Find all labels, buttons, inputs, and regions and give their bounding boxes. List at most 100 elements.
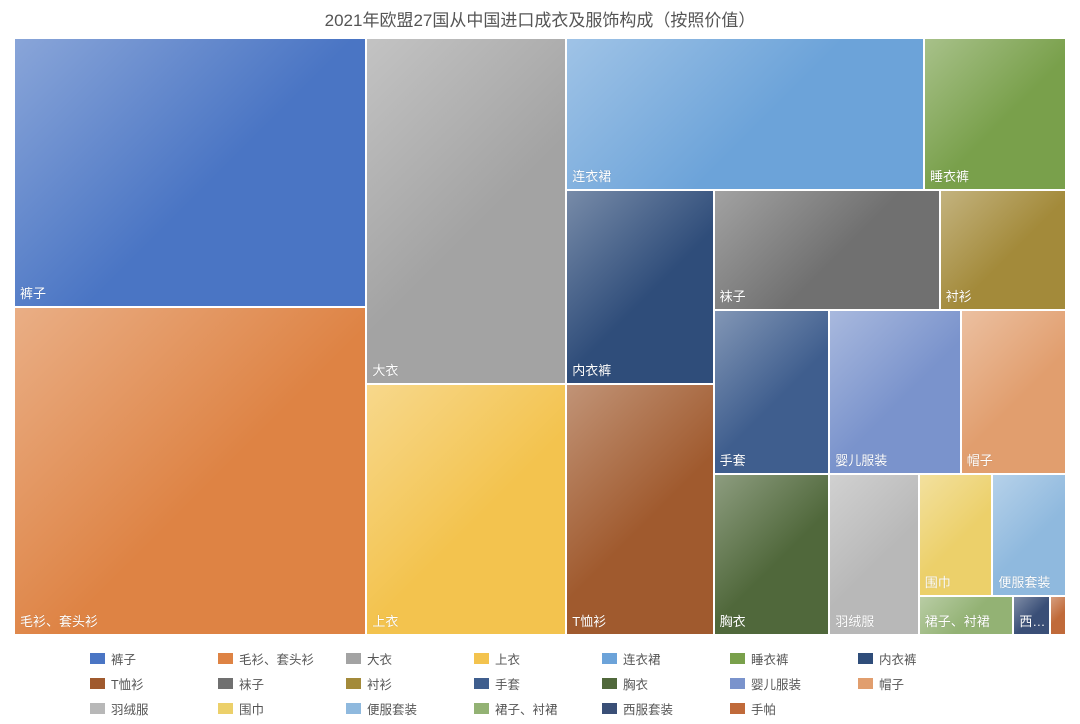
legend-item[interactable]: 手帕	[730, 699, 858, 718]
legend-item[interactable]: 毛衫、套头衫	[218, 649, 346, 668]
legend-label: 手套	[495, 674, 520, 693]
legend-swatch	[858, 678, 873, 689]
treemap-tile-label: 衬衫	[946, 286, 972, 305]
treemap-tile[interactable]: 围巾	[919, 474, 993, 596]
legend-row: 羽绒服 围巾 便服套装 裙子、衬裙 西服套装 手帕	[90, 699, 990, 724]
legend-swatch	[730, 653, 745, 664]
treemap-tile-label: 睡衣裤	[930, 166, 969, 185]
legend-swatch	[218, 653, 233, 664]
treemap-tile[interactable]: 毛衫、套头衫	[14, 307, 366, 635]
treemap-tile-label: 西…	[1019, 611, 1045, 630]
legend-swatch	[730, 678, 745, 689]
treemap-tile[interactable]: 大衣	[366, 38, 566, 384]
treemap-tile[interactable]: 袜子	[714, 190, 940, 309]
treemap-tile[interactable]: T恤衫	[566, 384, 713, 635]
legend-item[interactable]: 睡衣裤	[730, 649, 858, 668]
treemap-tile[interactable]: 裤子	[14, 38, 366, 307]
treemap-tile-label: 手套	[720, 450, 746, 469]
legend-item[interactable]: 连衣裙	[602, 649, 730, 668]
treemap-tile[interactable]: 裙子、衬裙	[919, 596, 1014, 635]
legend-item[interactable]: 手套	[474, 674, 602, 693]
page-root: 2021年欧盟27国从中国进口成衣及服饰构成（按照价值） 裤子毛衫、套头衫大衣上…	[0, 0, 1080, 721]
treemap-tile[interactable]: 西…	[1013, 596, 1050, 635]
treemap-tile-label: 袜子	[720, 286, 746, 305]
legend-item[interactable]: T恤衫	[90, 674, 218, 693]
legend-item[interactable]: 内衣裤	[858, 649, 986, 668]
legend-label: 上衣	[495, 649, 520, 668]
legend-swatch	[346, 703, 361, 714]
legend-swatch	[730, 703, 745, 714]
legend-swatch	[602, 653, 617, 664]
legend-swatch	[602, 678, 617, 689]
treemap-tile-label: 围巾	[925, 572, 951, 591]
legend-item[interactable]: 围巾	[218, 699, 346, 718]
legend-item[interactable]: 西服套装	[602, 699, 730, 718]
legend-label: 裙子、衬裙	[495, 699, 558, 718]
treemap-chart: 裤子毛衫、套头衫 大衣上衣 连衣裙 睡衣裤内衣裤 T恤衫 袜子 衬衫手套 婴儿服装 帽子胸衣 羽绒…	[14, 38, 1066, 635]
legend-row: T恤衫 袜子 衬衫 手套 胸衣 婴儿服装 帽子	[90, 674, 990, 699]
chart-title: 2021年欧盟27国从中国进口成衣及服饰构成（按照价值）	[14, 8, 1066, 34]
legend-swatch	[858, 653, 873, 664]
legend-label: 裤子	[111, 649, 136, 668]
treemap-tile[interactable]: 睡衣裤	[924, 38, 1066, 190]
legend-item[interactable]: 婴儿服装	[730, 674, 858, 693]
legend-item[interactable]: 胸衣	[602, 674, 730, 693]
legend-label: 内衣裤	[879, 649, 917, 668]
legend-label: 连衣裙	[623, 649, 661, 668]
treemap-tile[interactable]: 上衣	[366, 384, 566, 635]
legend-row: 裤子 毛衫、套头衫 大衣 上衣 连衣裙 睡衣裤 内衣裤	[90, 649, 990, 674]
legend-label: 羽绒服	[111, 699, 149, 718]
legend-item[interactable]: 帽子	[858, 674, 986, 693]
legend-label: 睡衣裤	[751, 649, 789, 668]
legend-label: 帽子	[879, 674, 904, 693]
treemap-tile-label: 便服套装	[998, 572, 1050, 591]
treemap-tile-label: 内衣裤	[572, 360, 611, 379]
legend-label: 围巾	[239, 699, 264, 718]
treemap-tile[interactable]: 胸衣	[714, 474, 830, 635]
treemap-tile[interactable]: 婴儿服装	[829, 310, 961, 474]
legend-item[interactable]: 便服套装	[346, 699, 474, 718]
treemap-tile[interactable]: 便服套装	[992, 474, 1066, 596]
legend-label: 西服套装	[623, 699, 673, 718]
legend-item[interactable]: 大衣	[346, 649, 474, 668]
treemap-tile[interactable]: 衬衫	[940, 190, 1066, 309]
treemap-tile[interactable]: 手套	[714, 310, 830, 474]
legend-swatch	[346, 653, 361, 664]
treemap-tile[interactable]	[1050, 596, 1066, 635]
legend-item[interactable]: 衬衫	[346, 674, 474, 693]
treemap-tile-label: 裤子	[20, 283, 46, 302]
legend-label: 毛衫、套头衫	[239, 649, 314, 668]
treemap-tile-label: 大衣	[372, 360, 398, 379]
legend-item[interactable]: 裙子、衬裙	[474, 699, 602, 718]
legend-label: 大衣	[367, 649, 392, 668]
legend-swatch	[474, 653, 489, 664]
treemap-tile-label: T恤衫	[572, 611, 606, 630]
legend-swatch	[90, 653, 105, 664]
legend-label: 手帕	[751, 699, 776, 718]
legend-swatch	[474, 678, 489, 689]
legend-swatch	[90, 703, 105, 714]
legend-swatch	[474, 703, 489, 714]
treemap-tile[interactable]: 帽子	[961, 310, 1066, 474]
treemap-tile-label: 连衣裙	[572, 166, 611, 185]
treemap-tile[interactable]: 内衣裤	[566, 190, 713, 384]
treemap-tile-label: 婴儿服装	[835, 450, 887, 469]
legend-item[interactable]: 羽绒服	[90, 699, 218, 718]
legend-swatch	[218, 678, 233, 689]
treemap-tile-label: 毛衫、套头衫	[20, 611, 98, 630]
legend-item[interactable]: 袜子	[218, 674, 346, 693]
legend-label: T恤衫	[111, 674, 144, 693]
treemap-tile-label: 帽子	[967, 450, 993, 469]
treemap-tile-label: 裙子、衬裙	[925, 611, 990, 630]
legend-label: 衬衫	[367, 674, 392, 693]
treemap-tile-label: 胸衣	[720, 611, 746, 630]
legend-label: 婴儿服装	[751, 674, 801, 693]
treemap-tile[interactable]: 羽绒服	[829, 474, 918, 635]
legend-item[interactable]: 上衣	[474, 649, 602, 668]
treemap-tile[interactable]: 连衣裙	[566, 38, 924, 190]
legend-label: 便服套装	[367, 699, 417, 718]
treemap-tile-label: 上衣	[372, 611, 398, 630]
legend-swatch	[602, 703, 617, 714]
legend-item[interactable]: 裤子	[90, 649, 218, 668]
legend-label: 胸衣	[623, 674, 648, 693]
